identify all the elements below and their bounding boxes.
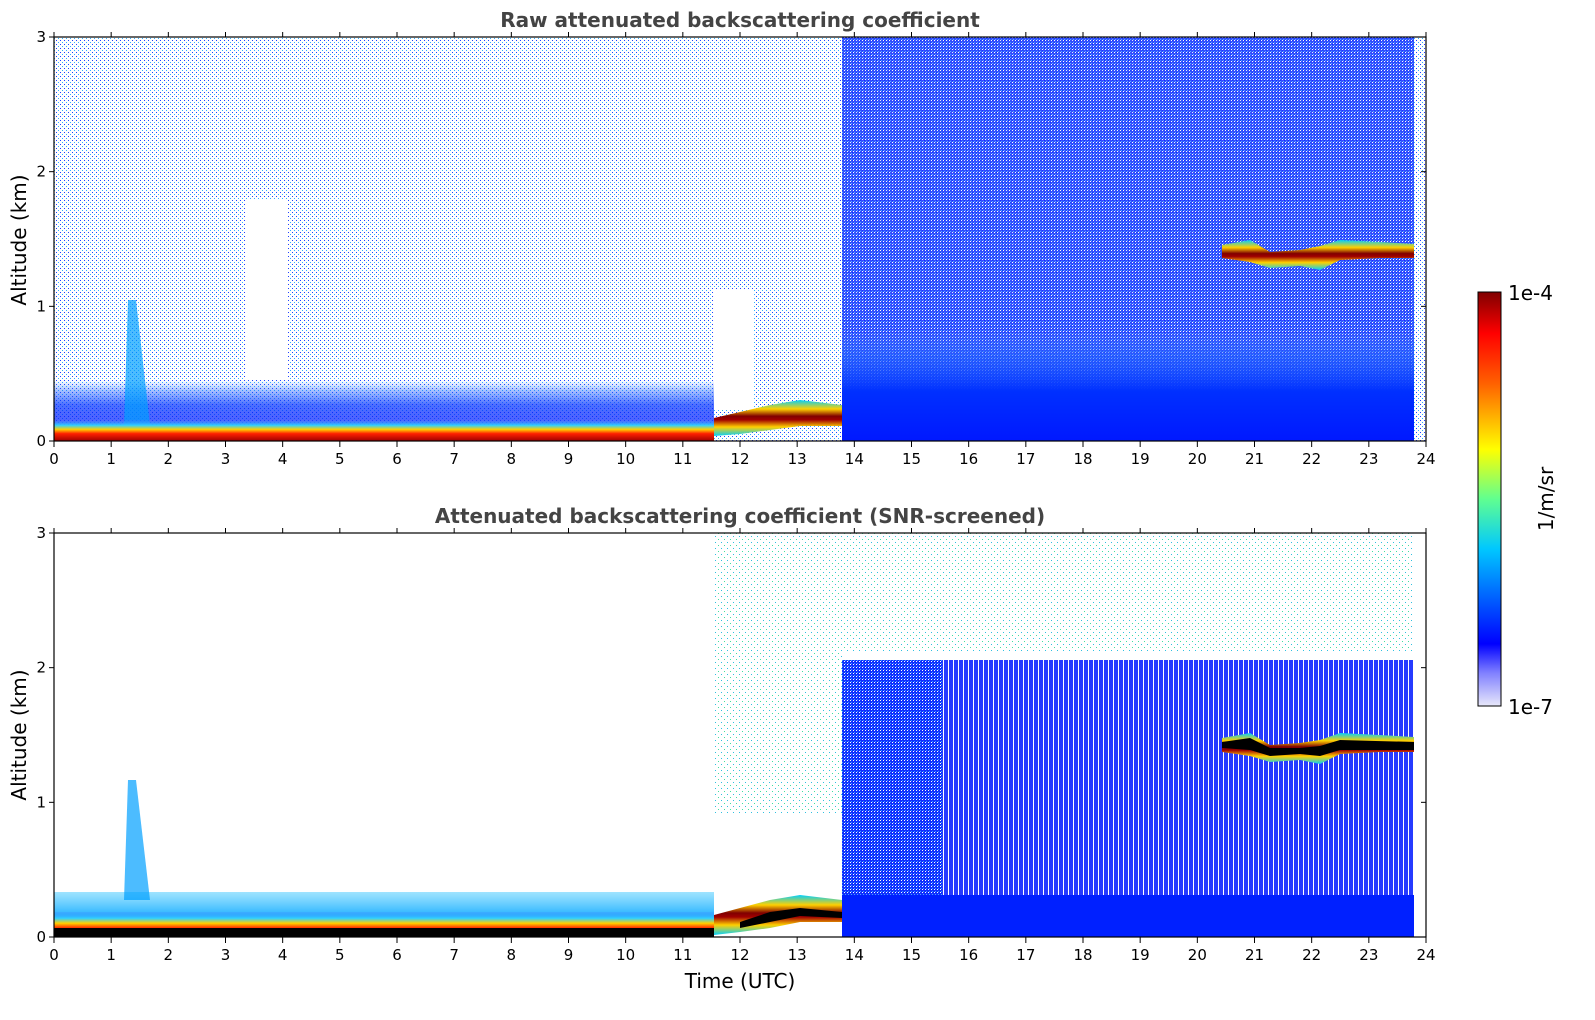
x-tick-label: 14 (845, 450, 864, 468)
x-tick-label: 12 (730, 450, 749, 468)
panel-1-title: Raw attenuated backscattering coefficien… (500, 8, 980, 32)
x-tick-label: 13 (788, 946, 807, 964)
x-tick-label: 24 (1416, 946, 1435, 964)
x-tick-label: 12 (730, 946, 749, 964)
x-tick-label: 1 (106, 946, 116, 964)
x-tick-label: 8 (507, 450, 517, 468)
panel-1-low-cloud (714, 400, 842, 436)
x-tick-label: 21 (1245, 946, 1264, 964)
x-axis-label: Time (UTC) (684, 969, 796, 993)
colorbar-min-label: 1e-7 (1508, 695, 1553, 719)
x-tick-label: 22 (1302, 946, 1321, 964)
x-tick-label: 9 (564, 450, 574, 468)
colorbar-gradient (1477, 291, 1502, 707)
x-tick-label: 7 (449, 946, 459, 964)
x-tick-label: 15 (902, 450, 921, 468)
x-tick-label: 3 (221, 450, 231, 468)
x-tick-label: 7 (449, 450, 459, 468)
x-tick-label: 10 (616, 450, 635, 468)
x-tick-label: 13 (788, 450, 807, 468)
x-tick-label: 5 (335, 946, 345, 964)
x-tick-label: 8 (507, 946, 517, 964)
panel-1-axes: 0 1 2 3 4 5 6 7 8 9 10 11 12 13 14 15 16 17 18 19 20 21 22 23 24… (36, 28, 1435, 468)
panel-1-clear-zone (714, 290, 754, 410)
x-tick-label: 3 (221, 946, 231, 964)
x-tick-label: 11 (673, 946, 692, 964)
x-tick-label: 1 (106, 450, 116, 468)
panel-2-low-cloud-core (740, 908, 842, 928)
panel-2-elevated-cloud-core (1222, 738, 1414, 756)
x-tick-label: 4 (278, 946, 288, 964)
x-tick-label: 0 (49, 450, 59, 468)
y-tick-label: 3 (36, 28, 46, 46)
y-tick-label: 3 (36, 524, 46, 542)
x-tick-label: 19 (1131, 946, 1150, 964)
panel-1-ground-layer (54, 420, 714, 441)
x-tick-label: 2 (164, 946, 174, 964)
x-tick-label: 6 (392, 450, 402, 468)
colorbar: 1e-4 1e-7 1/m/sr (1477, 281, 1558, 719)
panel-2-y-axis-label: Altitude (km) (7, 669, 31, 800)
y-tick-label: 0 (36, 432, 46, 450)
y-tick-label: 1 (36, 793, 46, 811)
panel-1-elevated-cloud (1222, 240, 1414, 270)
x-tick-label: 22 (1302, 450, 1321, 468)
panel-2-sparse-signal (844, 533, 1414, 653)
panel-2-sparse-signal (714, 533, 844, 813)
panel-2-dense-region (842, 660, 942, 900)
colorbar-max-label: 1e-4 (1508, 281, 1553, 305)
x-tick-label: 18 (1073, 946, 1092, 964)
x-tick-label: 5 (335, 450, 345, 468)
x-tick-label: 15 (902, 946, 921, 964)
panel-2-axes: 0 1 2 3 4 5 6 7 8 9 10 11 12 13 14 15 16 17 18 19 20 21 22 23 24… (36, 524, 1435, 964)
x-tick-label: 6 (392, 946, 402, 964)
x-tick-label: 16 (959, 450, 978, 468)
panel-1-plume (124, 300, 150, 425)
panel-2-plume (124, 780, 150, 900)
x-tick-label: 16 (959, 946, 978, 964)
x-tick-label: 20 (1188, 450, 1207, 468)
panel-1-heatmap (54, 37, 1426, 441)
x-tick-label: 20 (1188, 946, 1207, 964)
panel-1-clear-zone (246, 200, 288, 380)
x-tick-label: 18 (1073, 450, 1092, 468)
y-tick-label: 2 (36, 659, 46, 677)
x-tick-label: 19 (1131, 450, 1150, 468)
y-tick-label: 2 (36, 163, 46, 181)
panel-1-boundary-haze (54, 380, 714, 425)
panel-1-near-surface-haze (842, 330, 1414, 441)
x-tick-label: 21 (1245, 450, 1264, 468)
panel-2-striped-region (942, 660, 1414, 900)
panel-2-title: Attenuated backscattering coefficient (S… (435, 504, 1045, 528)
x-tick-label: 11 (673, 450, 692, 468)
colorbar-unit-label: 1/m/sr (1534, 466, 1558, 531)
y-tick-label: 0 (36, 928, 46, 946)
y-tick-label: 1 (36, 297, 46, 315)
x-tick-label: 2 (164, 450, 174, 468)
panel-2-ground-core (54, 928, 714, 937)
x-tick-label: 0 (49, 946, 59, 964)
panel-2-near-surface-layer (842, 895, 1414, 937)
x-tick-label: 17 (1016, 450, 1035, 468)
x-tick-label: 4 (278, 450, 288, 468)
x-tick-label: 9 (564, 946, 574, 964)
panel-1-y-axis-label: Altitude (km) (7, 174, 31, 305)
x-tick-label: 14 (845, 946, 864, 964)
x-tick-label: 23 (1359, 450, 1378, 468)
x-tick-label: 23 (1359, 946, 1378, 964)
panel-2-heatmap (54, 533, 1426, 937)
x-tick-label: 10 (616, 946, 635, 964)
x-tick-label: 24 (1416, 450, 1435, 468)
x-tick-label: 17 (1016, 946, 1035, 964)
